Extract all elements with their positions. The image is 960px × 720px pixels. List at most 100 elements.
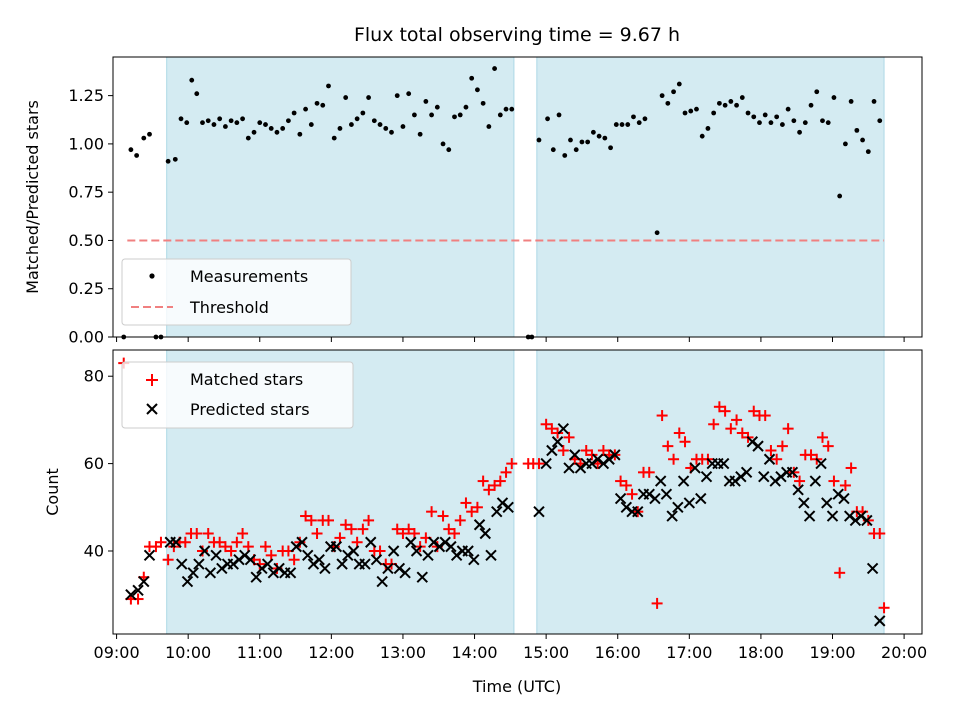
predicted-stars-point-102 — [752, 440, 764, 452]
matched-stars-point-41 — [357, 523, 369, 535]
predicted-stars-point-5 — [170, 536, 182, 548]
matched-stars-point-95 — [679, 436, 691, 448]
measurement-point-28 — [286, 118, 291, 124]
predicted-stars-point-113 — [815, 457, 827, 470]
measurement-point-103 — [734, 102, 739, 108]
measurement-point-64 — [492, 66, 497, 71]
matched-stars-point-25 — [265, 549, 277, 561]
x-tick-label-1: 10:00 — [165, 643, 211, 662]
matched-stars-point-40 — [351, 536, 363, 548]
matched-stars-point-71 — [540, 418, 552, 430]
matched-stars-point-113 — [782, 423, 794, 435]
measurement-point-59 — [463, 104, 469, 110]
measurement-point-120 — [831, 95, 837, 100]
measurement-point-122 — [842, 141, 848, 147]
matched-stars-point-12 — [191, 528, 203, 540]
matched-stars-point-86 — [626, 488, 638, 500]
matched-stars-point-38 — [340, 519, 352, 531]
predicted-stars-point-1 — [132, 584, 144, 597]
top-y-tick-label-1: 0.25 — [68, 279, 104, 298]
measurement-point-97 — [699, 133, 705, 139]
predicted-stars-point-30 — [313, 554, 325, 566]
measurement-point-33 — [314, 100, 320, 106]
measurement-point-74 — [562, 153, 568, 158]
matched-stars-point-90 — [651, 597, 663, 609]
predicted-stars-point-6 — [176, 558, 188, 570]
measurement-point-65 — [497, 112, 503, 118]
matched-stars-point-47 — [391, 523, 403, 535]
measurement-point-21 — [245, 135, 251, 141]
matched-stars-point-107 — [748, 405, 760, 417]
measurement-point-85 — [625, 122, 631, 127]
measurement-point-1 — [128, 147, 134, 153]
matched-stars-point-102 — [719, 405, 731, 417]
measurement-point-14 — [205, 118, 211, 124]
chart-title: Flux total observing time = 9.67 h — [354, 24, 680, 46]
measurement-point-18 — [228, 118, 234, 124]
matched-stars-point-81 — [597, 444, 609, 456]
measurement-point-123 — [848, 99, 854, 104]
matched-stars-point-53 — [426, 506, 438, 518]
measurement-point-77 — [579, 139, 585, 145]
measurement-point-11 — [189, 77, 195, 83]
top-y-tick-label-4: 1.00 — [68, 134, 104, 153]
measurement-point-52 — [423, 99, 429, 104]
measurement-point-41 — [360, 110, 366, 116]
predicted-stars-point-18 — [244, 554, 257, 566]
measurement-point-112 — [785, 106, 791, 112]
predicted-stars-point-36 — [347, 545, 360, 557]
matched-stars-point-84 — [615, 475, 627, 487]
measurement-point-56 — [446, 147, 452, 153]
predicted-stars-point-65 — [540, 457, 552, 470]
matched-stars-point-123 — [839, 479, 851, 491]
matched-stars-point-72 — [546, 423, 558, 435]
predicted-stars-point-8 — [187, 567, 199, 579]
predicted-stars-point-48 — [416, 571, 428, 583]
measurement-point-25 — [268, 126, 274, 131]
bottom-legend: Matched stars Predicted stars — [121, 361, 354, 429]
predicted-stars-point-2 — [138, 575, 150, 588]
matched-stars-point-63 — [483, 484, 495, 496]
predicted-stars-point-0 — [125, 588, 137, 601]
x-tick-label-11: 20:00 — [881, 643, 927, 662]
measurement-point-7 — [165, 158, 171, 164]
matched-stars-point-13 — [196, 545, 208, 557]
matched-stars-point-65 — [494, 475, 506, 487]
predicted-stars-point-56 — [462, 545, 474, 557]
measurement-point-39 — [349, 122, 354, 127]
predicted-stars-point-33 — [330, 540, 343, 553]
matched-stars-point-73 — [552, 427, 564, 439]
matched-stars-point-100 — [708, 418, 720, 430]
measurement-point-31 — [303, 106, 308, 112]
matched-stars-point-58 — [454, 514, 466, 526]
matched-stars-point-92 — [662, 440, 674, 452]
matched-stars-point-14 — [202, 528, 214, 540]
matched-stars-point-64 — [489, 479, 501, 491]
observing-window-2 — [536, 349, 885, 635]
predicted-stars-point-103 — [758, 471, 770, 483]
matched-stars-point-104 — [731, 414, 743, 426]
predicted-stars-point-104 — [763, 453, 776, 465]
measurement-point-110 — [774, 114, 780, 120]
legend-label-measurements: Measurements — [190, 267, 308, 286]
measurement-point-3 — [141, 135, 147, 141]
measurement-point-78 — [585, 139, 591, 145]
measurement-point-26 — [274, 129, 280, 135]
measurement-point-35 — [326, 83, 331, 89]
measurement-point-45 — [383, 126, 389, 131]
matched-stars-point-114 — [788, 466, 800, 478]
measurement-point-60 — [469, 75, 475, 81]
predicted-stars-point-40 — [370, 554, 383, 566]
x-tick-label-9: 18:00 — [738, 643, 784, 662]
predicted-stars-point-9 — [193, 558, 205, 570]
measurement-point-46 — [389, 129, 394, 135]
predicted-stars-point-34 — [336, 558, 348, 570]
predicted-stars-point-91 — [689, 462, 701, 474]
measurement-point-118 — [820, 118, 825, 124]
measurement-point-12 — [194, 91, 200, 97]
predicted-stars-point-86 — [660, 488, 673, 500]
predicted-stars-point-121 — [861, 514, 873, 527]
predicted-stars-point-41 — [376, 575, 388, 588]
top-y-axis-label: Matched/Predicted stars — [23, 100, 42, 294]
x-tick-label-8: 17:00 — [666, 643, 712, 662]
